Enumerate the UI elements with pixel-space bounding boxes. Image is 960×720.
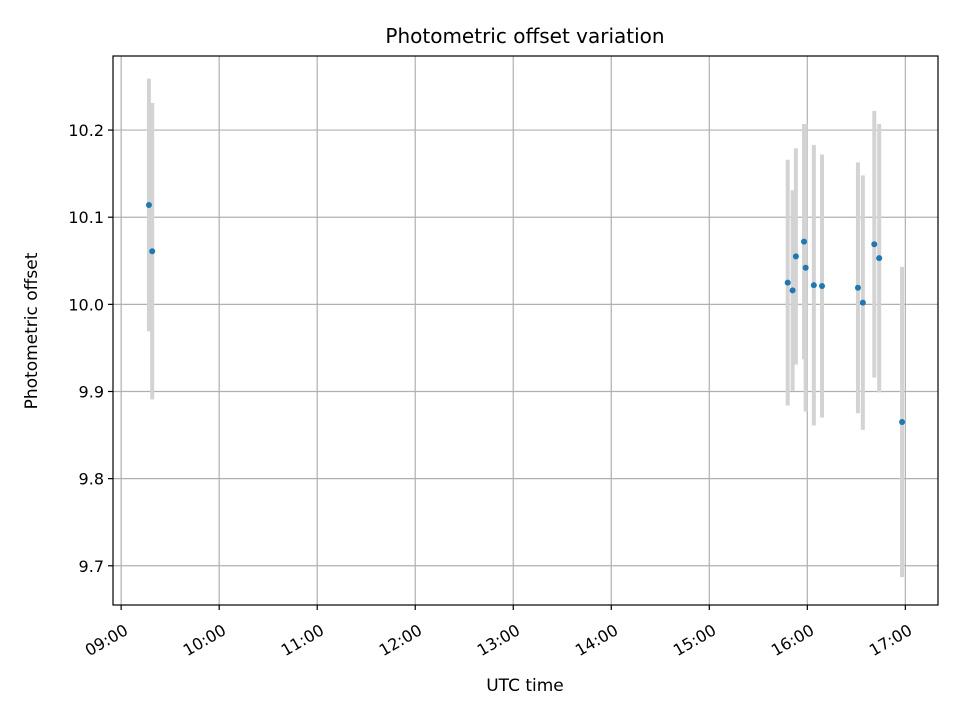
x-tick-label: 11:00 [278,620,327,660]
data-point [859,299,866,306]
x-tick-label: 17:00 [866,620,915,660]
x-tick-label: 13:00 [474,620,523,660]
data-point [784,279,791,286]
data-point [871,241,878,248]
y-axis-title: Photometric offset [22,252,42,409]
error-bars [146,78,905,578]
data-point [145,202,152,209]
data-point [802,264,809,271]
y-tick-label: 10.2 [68,121,104,140]
data-point [819,283,826,290]
x-tick-label: 10:00 [180,620,229,660]
x-tick-label: 14:00 [572,620,621,660]
y-tick-label: 10.1 [68,208,104,227]
data-point [854,284,861,291]
data-point [792,253,799,260]
y-tick-label: 9.9 [79,383,104,402]
data-point [149,248,156,255]
x-tick-label: 16:00 [768,620,817,660]
y-tick-label: 10.0 [68,295,104,314]
data-point [801,238,808,245]
y-tick-label: 9.7 [79,557,104,576]
x-tick-label: 15:00 [670,620,719,660]
data-points [145,202,906,425]
data-point [876,255,883,262]
data-point [899,419,906,425]
x-tick-label: 09:00 [82,620,131,660]
y-tick-label: 9.8 [79,470,104,489]
chart-title: Photometric offset variation [385,24,664,48]
plot-frame [112,55,939,606]
y-axis: 9.7 9.8 9.9 10.0 10.1 10.2 [68,121,113,576]
data-point [810,282,817,289]
x-axis: 09:00 10:00 11:00 12:00 13:00 14:00 15:00 16:00… [82,605,915,660]
x-axis-title: UTC time [486,676,564,696]
x-tick-label: 12:00 [376,620,425,660]
data-point [789,287,796,294]
grid [113,56,938,605]
